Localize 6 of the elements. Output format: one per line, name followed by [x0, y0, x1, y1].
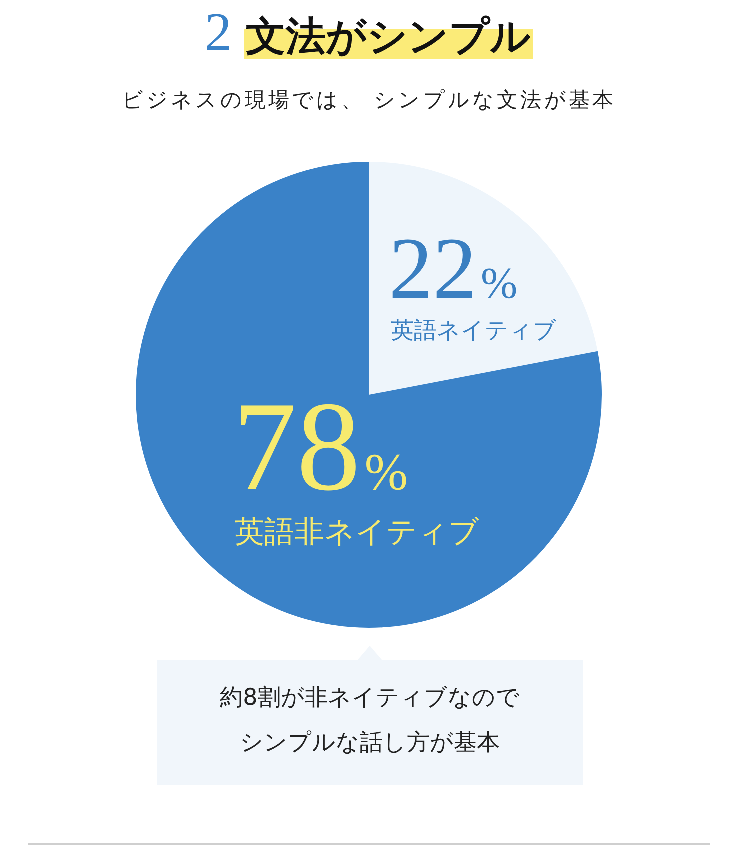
slice-label: 英語ネイティブ	[391, 318, 558, 344]
slice-label: 英語非ネイティブ	[234, 515, 480, 550]
data-label: 78%	[232, 375, 408, 518]
chart-subtitle: ビジネスの現場では、 シンプルな文法が基本	[120, 87, 618, 114]
data-label: 22%	[389, 221, 518, 318]
text: 約8割が非ネイティブなのでシンプルな話し方が基本	[219, 684, 521, 758]
